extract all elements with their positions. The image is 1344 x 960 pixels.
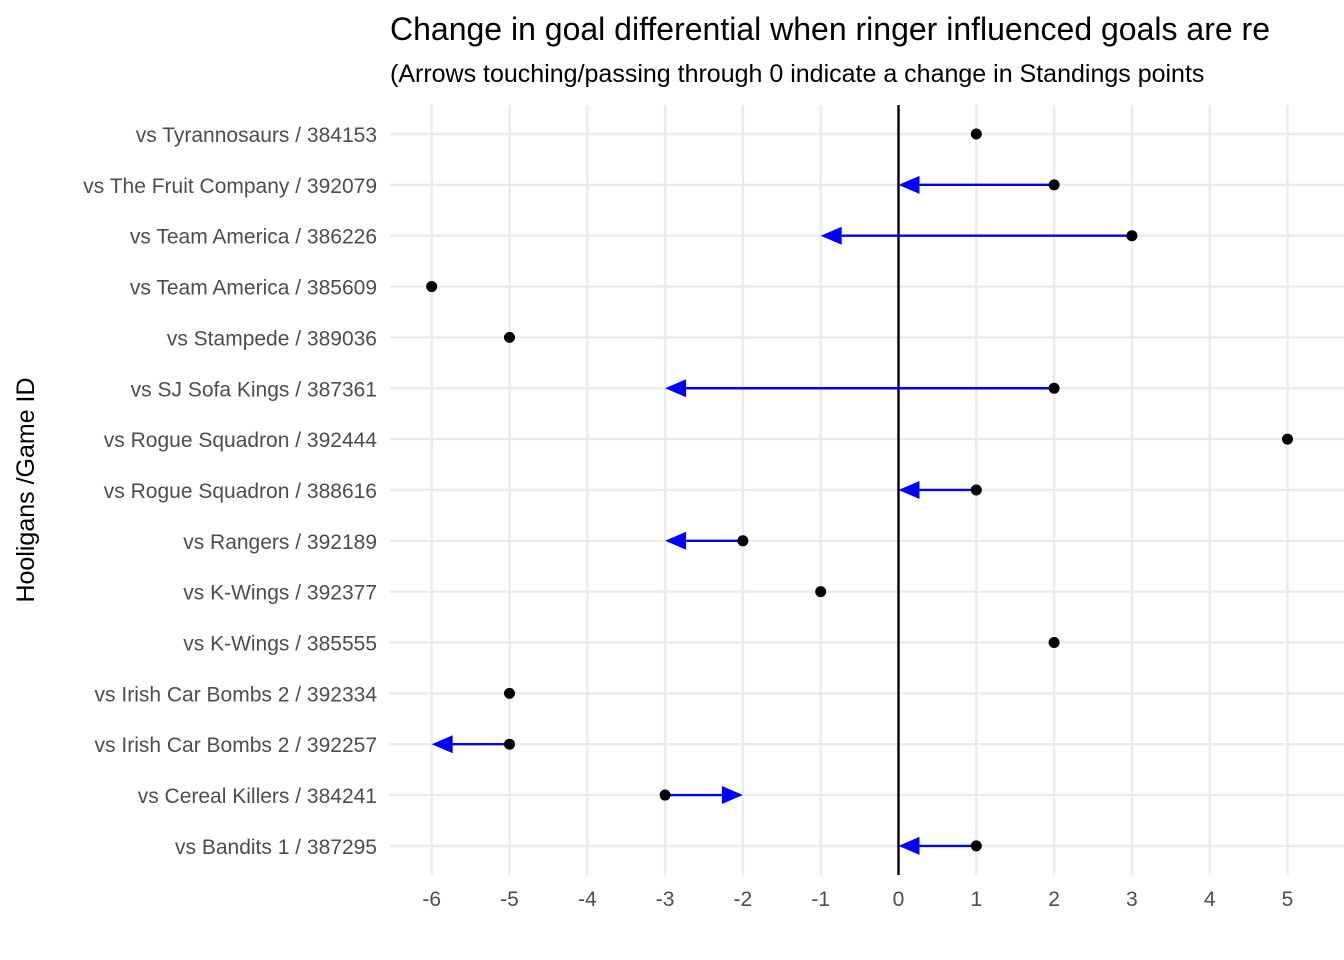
x-tick-label: -1 [811, 888, 830, 911]
change-arrow-head [721, 786, 743, 805]
y-axis-label: Hooligans /Game ID [12, 377, 40, 602]
y-tick-label: vs Rogue Squadron / 388616 [104, 480, 377, 503]
original-differential-point [426, 281, 438, 293]
y-tick-label: vs Irish Car Bombs 2 / 392334 [95, 683, 378, 706]
original-differential-point [504, 687, 515, 699]
x-tick-label: 3 [1126, 888, 1138, 911]
y-tick-label: vs Cereal Killers / 384241 [138, 785, 377, 808]
x-tick-label: -6 [422, 888, 441, 911]
change-arrow-head [898, 836, 920, 855]
original-differential-point [815, 586, 827, 598]
x-tick-label: 1 [970, 888, 982, 911]
grid [390, 105, 1344, 875]
change-arrow-head [665, 531, 687, 550]
y-tick-label: vs Irish Car Bombs 2 / 392257 [95, 734, 377, 757]
y-tick-label: vs Rogue Squadron / 392444 [104, 429, 378, 452]
x-tick-label: -4 [578, 888, 597, 911]
x-tick-label: 2 [1048, 888, 1060, 911]
original-differential-point [1282, 433, 1293, 445]
y-tick-label: vs Bandits 1 / 387295 [175, 836, 377, 859]
original-differential-point [737, 535, 749, 547]
change-arrow-head [898, 175, 920, 194]
points [426, 128, 1293, 852]
y-tick-label: vs SJ Sofa Kings / 387361 [131, 378, 377, 401]
y-tick-label: vs Team America / 386226 [130, 226, 377, 249]
original-differential-point [504, 738, 515, 750]
chart-subtitle: (Arrows touching/passing through 0 indic… [390, 60, 1204, 88]
change-arrow-head [665, 379, 687, 398]
y-tick-label: vs Tyrannosaurs / 384153 [136, 124, 377, 147]
original-differential-point [659, 789, 671, 801]
x-tick-label: 5 [1282, 888, 1294, 911]
original-differential-point [1048, 179, 1060, 191]
x-tick-labels: -6 -5 -4 -3 -2 -1 0 1 2 3 4 5 [422, 888, 1293, 911]
change-arrow-head [820, 226, 842, 245]
y-tick-label: vs Team America / 385609 [130, 277, 377, 300]
chart-title: Change in goal differential when ringer … [390, 11, 1270, 47]
x-tick-label: -2 [734, 888, 753, 911]
y-tick-label: vs K-Wings / 385555 [183, 633, 377, 656]
y-tick-labels: vs Tyrannosaurs / 384153 vs The Fruit Com… [83, 124, 377, 859]
y-tick-label: vs Rangers / 392189 [183, 531, 377, 554]
original-differential-point [1048, 382, 1060, 394]
original-differential-point [970, 484, 982, 496]
change-arrow-head [431, 735, 453, 754]
y-tick-label: vs The Fruit Company / 392079 [83, 175, 377, 198]
x-tick-label: -5 [500, 888, 519, 911]
original-differential-point [970, 840, 982, 852]
arrows [431, 175, 1132, 855]
original-differential-point [970, 128, 982, 140]
y-tick-label: vs Stampede / 389036 [167, 327, 377, 350]
change-arrow-head [898, 480, 920, 499]
original-differential-point [504, 331, 515, 343]
y-tick-label: vs K-Wings / 392377 [183, 582, 377, 605]
x-tick-label: 0 [893, 888, 905, 911]
x-tick-label: -3 [656, 888, 675, 911]
original-differential-point [1126, 230, 1138, 242]
original-differential-point [1048, 637, 1060, 648]
x-tick-label: 4 [1204, 888, 1216, 911]
